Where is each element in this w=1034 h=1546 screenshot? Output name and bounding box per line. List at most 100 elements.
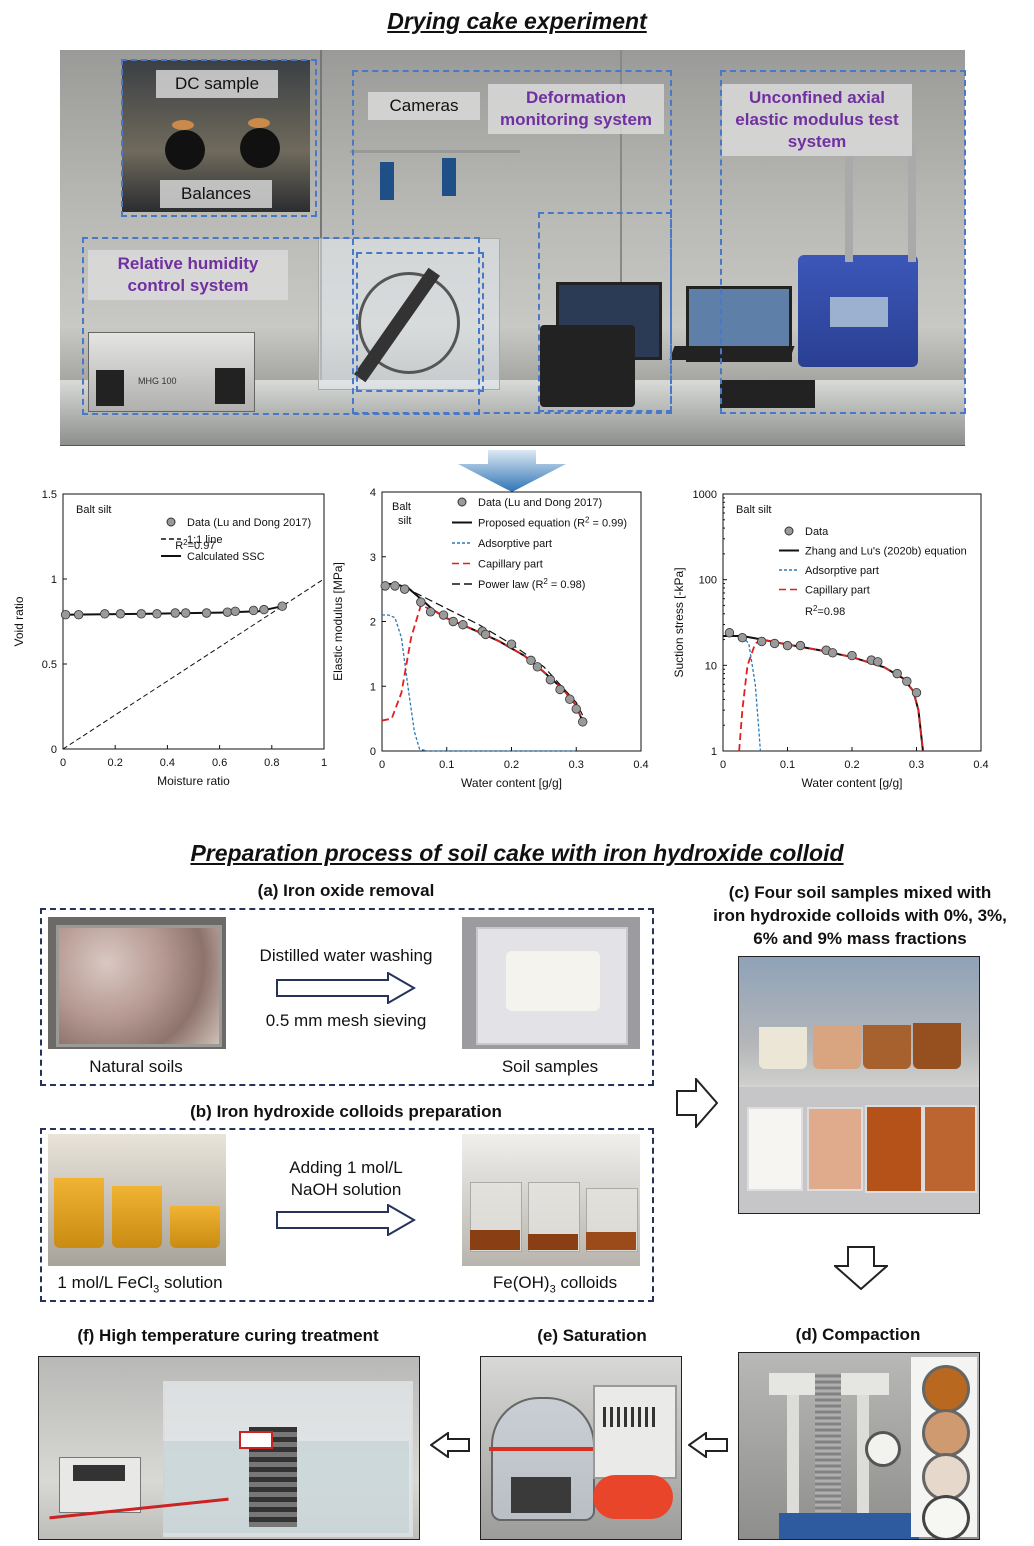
chart-3: 0 0.1 0.2 0.3 0.4 1 10 100 1000 Water content [g/… xyxy=(672,489,989,790)
curing-photo xyxy=(38,1356,420,1540)
device-label: MHG 100 xyxy=(138,376,177,386)
x-tick-label: 0.3 xyxy=(569,759,584,771)
x-tick-label: 0.4 xyxy=(973,759,988,771)
soil-samples-photo xyxy=(462,917,640,1049)
data-point xyxy=(565,694,575,704)
rh-label: Relative humidity control system xyxy=(88,250,288,300)
data-point xyxy=(526,655,536,666)
chart-2: 0 0.1 0.2 0.3 0.4 0 1 2 3 4 Water content [g/g] Ela… xyxy=(331,487,649,790)
x-tick-label: 0.6 xyxy=(212,757,227,769)
data-point xyxy=(458,620,468,630)
data-point xyxy=(795,640,806,651)
data-point xyxy=(892,668,902,679)
legend-marker xyxy=(457,497,467,507)
arrow-down-icon xyxy=(458,450,566,492)
legend-label: Capillary part xyxy=(478,559,543,571)
y-tick-label: 100 xyxy=(699,575,717,587)
step-a-title: (a) Iron oxide removal xyxy=(257,881,435,900)
y-tick-label: 2 xyxy=(370,617,376,629)
plot-frame xyxy=(381,491,642,752)
data-point xyxy=(757,636,767,647)
data-point xyxy=(769,638,780,649)
data-point xyxy=(438,610,449,620)
legend-label: Data (Lu and Dong 2017) xyxy=(187,517,311,529)
annotation: silt xyxy=(398,515,411,527)
data-point xyxy=(390,581,400,591)
x-tick-label: 0.2 xyxy=(504,759,519,771)
data-point xyxy=(902,676,912,687)
x-axis-label: Water content [g/g] xyxy=(802,776,903,790)
data-point xyxy=(136,609,147,619)
colloids-photo xyxy=(462,1134,640,1266)
dc-sample-label: DC sample xyxy=(156,70,278,98)
legend-marker xyxy=(166,517,176,527)
dc-sample-box xyxy=(121,59,317,217)
x-tick-label: 0.1 xyxy=(439,759,454,771)
legend-label: Power law (R2 = 0.98) xyxy=(478,577,585,591)
step-c-title-2: iron hydroxide colloids with 0%, 3%, xyxy=(713,906,1007,925)
step-d-title: (d) Compaction xyxy=(795,1325,921,1344)
data-point xyxy=(170,608,180,618)
x-tick-label: 0.2 xyxy=(108,757,123,769)
x-tick-label: 0 xyxy=(720,759,726,771)
legend-label: 1:1 line xyxy=(187,534,222,546)
data-point xyxy=(73,609,84,620)
arrow-down-icon xyxy=(834,1246,888,1290)
data-point xyxy=(230,606,240,617)
capillary-line xyxy=(381,604,584,723)
rh-box xyxy=(82,237,480,415)
legend-label: Adsorptive part xyxy=(805,565,879,577)
data-point xyxy=(873,657,883,667)
y-tick-label: 1 xyxy=(51,574,57,586)
arrow-left-icon xyxy=(688,1432,728,1458)
y-tick-label: 0 xyxy=(370,746,376,758)
y-tick-label: 0.5 xyxy=(42,659,57,671)
adsorptive-line xyxy=(382,614,577,752)
fecl3-photo xyxy=(48,1134,226,1266)
data-point xyxy=(532,662,543,672)
arrow-right-icon xyxy=(676,1078,718,1128)
arrow-right-icon xyxy=(276,972,416,1004)
data-point xyxy=(60,609,71,620)
step-b-top-text-1: Adding 1 mol/L xyxy=(289,1158,403,1177)
x-tick-label: 0.4 xyxy=(633,759,648,771)
y-axis-label: Suction stress [-kPa] xyxy=(672,567,686,677)
adsorptive-line xyxy=(741,636,762,752)
chart-1: 0 0.2 0.4 0.6 0.8 1 0 0.5 1 1.5 Moisture ratio Void… xyxy=(12,489,327,788)
step-e-title: (e) Saturation xyxy=(537,1326,647,1345)
step-b-title: (b) Iron hydroxide colloids preparation xyxy=(190,1102,502,1121)
legend-label: Data (Lu and Dong 2017) xyxy=(478,497,602,509)
data-point xyxy=(737,633,748,643)
legend-label: Proposed equation (R2 = 0.99) xyxy=(478,516,627,530)
plot-frame xyxy=(62,493,325,750)
legend-label: Adsorptive part xyxy=(478,538,552,550)
cameras-label: Cameras xyxy=(368,92,480,120)
step-a-bottom-text: 0.5 mm mesh sieving xyxy=(265,1011,427,1030)
natural-soils-label: Natural soils xyxy=(89,1057,183,1076)
data-point xyxy=(416,597,426,607)
data-point xyxy=(545,675,556,685)
annotation: Balt xyxy=(392,501,411,513)
y-tick-label: 1 xyxy=(711,746,717,758)
data-point xyxy=(911,687,922,698)
data-point xyxy=(277,601,287,611)
data-point xyxy=(180,608,191,618)
data-point xyxy=(399,584,410,594)
x-tick-label: 0 xyxy=(379,759,385,771)
data-point xyxy=(724,628,735,638)
balances-label: Balances xyxy=(160,180,272,208)
x-tick-label: 0.8 xyxy=(264,757,279,769)
y-axis-label: Elastic modulus [MPa] xyxy=(331,562,345,681)
x-tick-label: 0 xyxy=(60,757,66,769)
chamber-box xyxy=(356,252,484,392)
legend-label: Data xyxy=(805,526,829,538)
data-point xyxy=(115,609,126,619)
annotation: Balt silt xyxy=(736,504,771,516)
data-point xyxy=(847,650,857,661)
data-point xyxy=(425,607,436,617)
plot-frame xyxy=(722,493,982,752)
legend-marker xyxy=(784,526,794,536)
data-point xyxy=(380,581,390,591)
arrow-right-icon xyxy=(276,1204,416,1236)
y-axis-label: Void ratio xyxy=(12,596,26,646)
